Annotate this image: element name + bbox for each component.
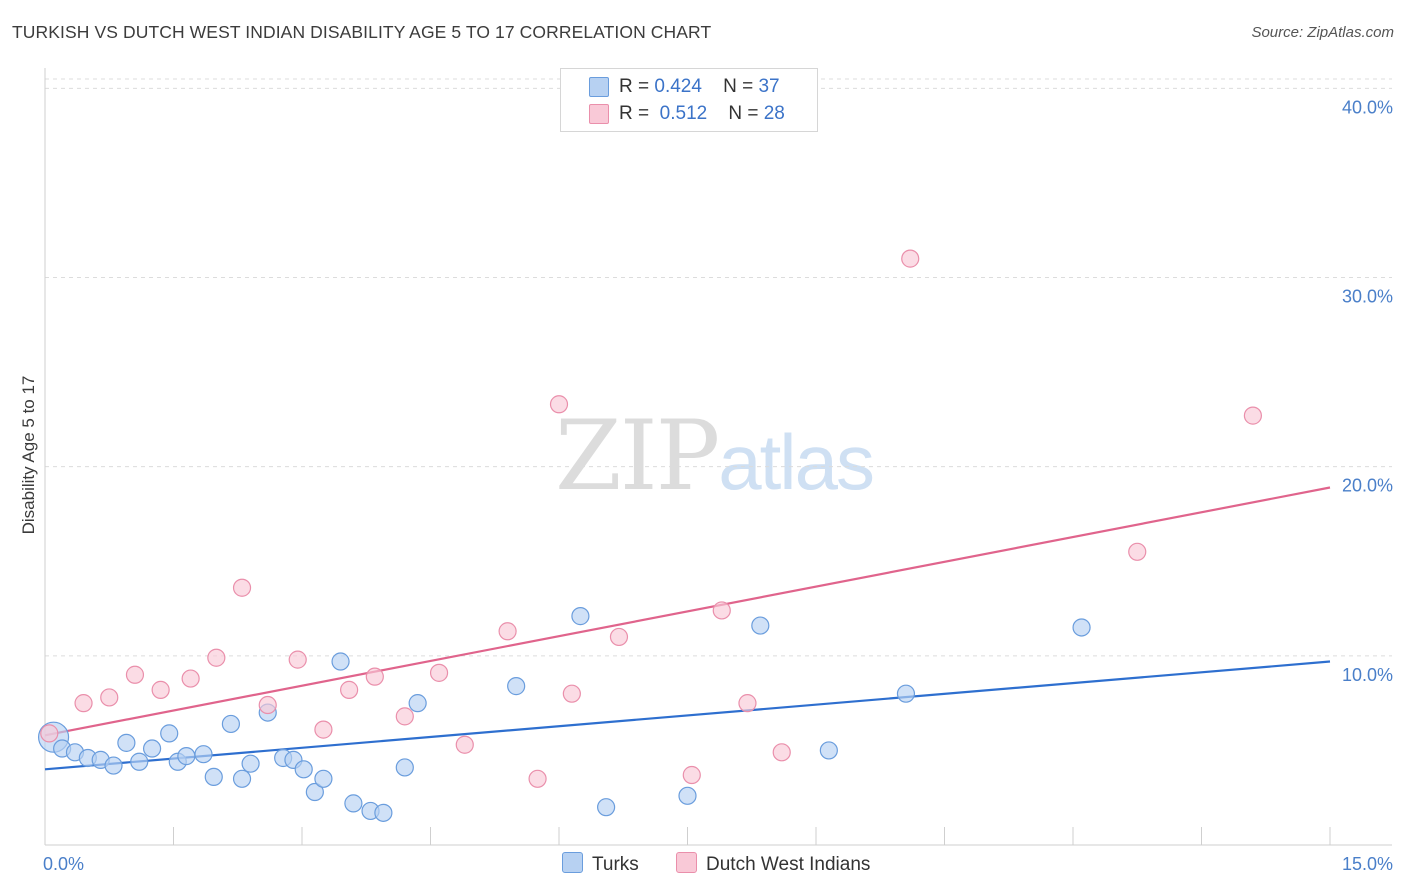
point-dwi <box>712 601 731 620</box>
trend-lines <box>44 486 1331 771</box>
bottom-legend-label-turks: Turks <box>592 854 639 875</box>
grid-lines <box>45 78 1392 657</box>
point-turks <box>408 694 427 713</box>
legend-swatch-turks <box>589 77 609 97</box>
legend-n-label: N = <box>723 76 754 97</box>
legend-text-dwi: R = 0.512 N = 28 <box>619 103 785 125</box>
tick-labels: 10.0% 20.0% 30.0% 40.0% 0.0% 15.0% <box>43 97 1393 874</box>
legend-n-value: 28 <box>763 103 785 124</box>
point-turks <box>314 769 333 788</box>
point-turks <box>1072 618 1091 637</box>
y-axis-label: Disability Age 5 to 17 <box>19 376 38 535</box>
trend-line-dwi <box>44 486 1331 737</box>
legend-r-label: R = <box>619 103 650 124</box>
point-turks <box>130 752 149 771</box>
point-turks <box>294 760 313 779</box>
point-turks <box>395 758 414 777</box>
legend-r-value: 0.424 <box>654 76 702 97</box>
point-turks <box>241 754 260 773</box>
point-turks <box>177 746 196 766</box>
point-dwi <box>40 724 59 743</box>
point-dwi <box>151 680 170 699</box>
point-dwi <box>395 707 414 726</box>
point-dwi <box>314 720 333 739</box>
legend: R = 0.424 N = 37 R = 0.512 N = 28 <box>560 68 818 132</box>
point-dwi <box>125 665 145 684</box>
point-turks <box>819 741 838 760</box>
bottom-legend-swatch-dwi <box>676 852 697 873</box>
legend-r-value: 0.512 <box>659 103 708 124</box>
point-turks <box>331 652 350 671</box>
point-dwi <box>100 688 119 707</box>
bottom-legend-turks: Turks <box>562 852 639 876</box>
point-dwi <box>738 694 757 713</box>
legend-text-turks: R = 0.424 N = 37 <box>619 76 780 98</box>
chart-title: TURKISH VS DUTCH WEST INDIAN DISABILITY … <box>12 22 712 42</box>
point-turks <box>194 745 213 764</box>
point-dwi <box>528 769 547 788</box>
point-dwi <box>455 735 474 754</box>
point-dwi <box>498 622 517 641</box>
legend-swatch-dwi <box>589 104 609 124</box>
bottom-legend-label-dwi: Dutch West Indians <box>706 854 871 875</box>
legend-n-value: 37 <box>758 76 780 97</box>
data-points <box>37 249 1263 822</box>
point-dwi <box>340 680 359 699</box>
watermark-atlas: atlas <box>718 418 875 506</box>
y-tick-label: 10.0% <box>1342 665 1393 685</box>
point-dwi <box>549 395 569 414</box>
point-turks <box>571 607 590 626</box>
x-tick-label: 15.0% <box>1342 854 1393 874</box>
point-turks <box>678 786 697 805</box>
point-dwi <box>1243 406 1263 425</box>
point-dwi <box>181 669 200 688</box>
point-dwi <box>429 663 449 682</box>
point-turks <box>374 803 393 822</box>
point-turks <box>221 714 240 734</box>
trend-line-turks <box>44 660 1331 771</box>
point-dwi <box>901 249 920 268</box>
point-dwi <box>258 695 277 715</box>
point-dwi <box>1128 542 1147 561</box>
point-dwi <box>288 650 307 669</box>
axes <box>44 68 1392 846</box>
point-dwi <box>562 684 581 703</box>
x-tick-label: 0.0% <box>43 854 84 874</box>
point-turks <box>160 724 179 743</box>
bottom-legend-swatch-turks <box>562 852 583 873</box>
y-tick-label: 20.0% <box>1342 476 1393 496</box>
watermark: ZIPatlas <box>555 400 875 512</box>
point-turks <box>305 782 324 802</box>
point-turks <box>896 684 916 703</box>
point-turks <box>751 616 770 635</box>
point-dwi <box>232 578 252 597</box>
point-dwi <box>772 743 791 762</box>
point-turks <box>232 769 252 788</box>
point-turks <box>204 767 223 787</box>
source-label: Source: ZipAtlas.com <box>1251 24 1394 41</box>
point-dwi <box>365 667 384 686</box>
point-turks <box>344 794 363 813</box>
watermark-zip: ZIP <box>555 400 720 512</box>
point-turks <box>117 733 136 752</box>
point-dwi <box>682 765 701 785</box>
y-tick-label: 40.0% <box>1342 97 1393 117</box>
point-turks <box>104 756 123 775</box>
legend-r-label: R = <box>619 76 650 97</box>
point-turks <box>142 739 162 758</box>
y-tick-label: 30.0% <box>1342 287 1393 307</box>
point-dwi <box>207 648 226 667</box>
point-turks <box>597 798 616 817</box>
point-turks <box>507 677 526 696</box>
point-dwi <box>609 627 629 647</box>
legend-n-label: N = <box>728 103 759 124</box>
bottom-legend-dwi: Dutch West Indians <box>676 852 870 876</box>
point-dwi <box>74 694 93 713</box>
